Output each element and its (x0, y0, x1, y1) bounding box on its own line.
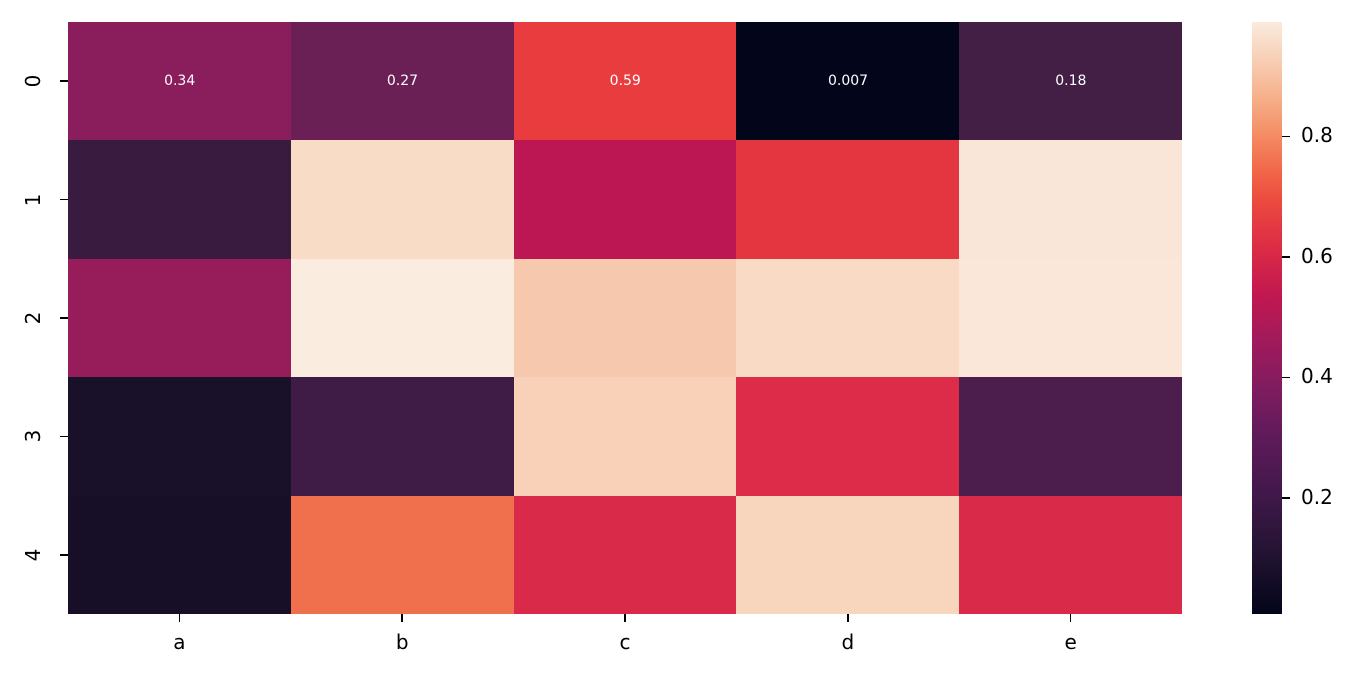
x-tick-label: c (619, 630, 631, 654)
y-tick-label: 4 (21, 548, 45, 562)
y-tick-label: 2 (21, 311, 45, 325)
x-tick-label: e (1064, 630, 1077, 654)
heatmap-cell (290, 495, 515, 615)
y-tick (60, 198, 68, 201)
heatmap-cell (513, 377, 737, 497)
x-tick (1069, 614, 1072, 622)
x-tick-label: b (395, 630, 409, 654)
cell-annotation: 0.34 (164, 73, 196, 90)
y-tick (60, 317, 68, 319)
heatmap-cell (959, 140, 1183, 260)
x-tick (624, 614, 626, 622)
cell-annotation: 0.18 (1055, 73, 1087, 90)
heatmap-cell (959, 258, 1183, 378)
x-tick-label: d (841, 630, 855, 654)
colorbar-tick (1282, 376, 1290, 379)
heatmap-cell (290, 377, 515, 497)
colorbar-tick (1282, 135, 1290, 138)
heatmap-cell (290, 140, 515, 260)
heatmap-cell (736, 140, 960, 260)
y-tick (60, 435, 68, 438)
colorbar-tick-label: 0.6 (1301, 243, 1333, 268)
cell-annotation: 0.27 (386, 73, 419, 90)
heatmap-cell: 0.59 (513, 22, 737, 141)
heatmap-cell (736, 495, 960, 615)
heatmap-cell: 0.18 (959, 22, 1183, 141)
heatmap-cell (513, 495, 737, 615)
colorbar (1252, 22, 1282, 614)
heatmap-cell (736, 258, 960, 378)
heatmap-cell: 0.007 (736, 22, 960, 141)
x-tick-label: a (173, 630, 186, 654)
x-tick (178, 614, 181, 622)
heatmap-cell (68, 140, 292, 260)
x-tick (847, 614, 849, 622)
heatmap-cell (959, 495, 1183, 615)
colorbar-tick-label: 0.2 (1301, 484, 1333, 509)
colorbar-tick-label: 0.4 (1301, 364, 1333, 389)
cell-annotation: 0.59 (609, 73, 641, 90)
y-tick (60, 554, 68, 556)
heatmap-cell (513, 140, 737, 260)
heatmap-cell: 0.34 (68, 22, 292, 141)
heatmap-cell (68, 377, 292, 497)
heatmap-cell (959, 377, 1183, 497)
heatmap-cell (736, 377, 960, 497)
heatmap-cell (68, 258, 292, 378)
heatmap-cell (68, 495, 292, 615)
y-tick-label: 3 (21, 430, 45, 443)
x-tick (401, 614, 403, 622)
heatmap-cell: 0.27 (290, 22, 515, 141)
y-tick (60, 80, 68, 82)
colorbar-tick-label: 0.8 (1301, 123, 1333, 148)
heatmap-cell (513, 258, 737, 378)
colorbar-tick (1282, 256, 1290, 258)
heatmap-cell (290, 258, 515, 378)
y-tick-label: 1 (21, 193, 45, 206)
colorbar-tick (1282, 497, 1290, 499)
y-tick-label: 0 (21, 74, 45, 88)
cell-annotation: 0.007 (827, 73, 869, 90)
